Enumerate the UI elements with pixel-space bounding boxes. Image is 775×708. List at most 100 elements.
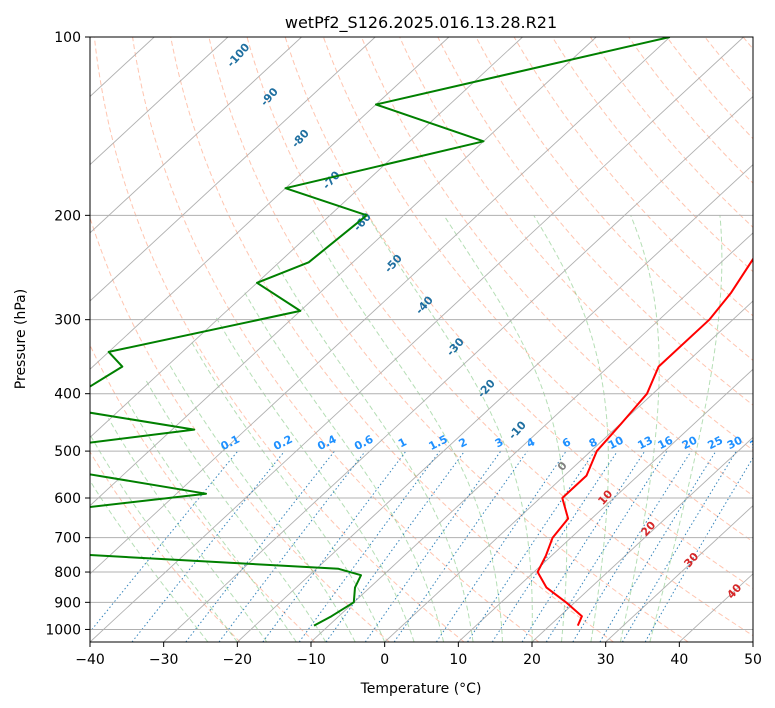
moist-adiabat-line xyxy=(214,315,415,642)
x-axis-label: Temperature (°C) xyxy=(360,681,482,697)
y-tick-label: 700 xyxy=(54,531,81,547)
dry-adiabat-line xyxy=(284,37,753,589)
mixing-ratio-label: 0.2 xyxy=(271,433,294,453)
mixing-ratio-label: 13 xyxy=(635,434,655,453)
mixing-ratio-line xyxy=(572,450,692,642)
y-axis-label: Pressure (hPa) xyxy=(13,289,29,389)
mixing-ratio-line xyxy=(644,457,753,642)
moist-adiabat-line xyxy=(168,362,356,642)
moist-adiabat-line xyxy=(619,215,660,642)
moist-adiabat-line xyxy=(90,434,238,642)
isotherm-line xyxy=(90,37,302,234)
moist-adiabat-line xyxy=(107,417,268,642)
dry-adiabat-label: 0 xyxy=(555,459,570,474)
dry-adiabat-line xyxy=(551,37,753,273)
y-tick-label: 800 xyxy=(54,565,81,581)
mixing-ratio-line xyxy=(621,450,737,642)
x-tick-label: 40 xyxy=(670,652,688,668)
reference-line-labels: 0.1 0.2 0.4 0.6 1 1.5 2 3 4 6 8 10 13 16 20 25 30 36-100-… xyxy=(219,41,768,602)
x-tick-label: 50 xyxy=(744,652,762,668)
mixing-ratio-label: 36 xyxy=(748,433,768,452)
moist-adiabat-line xyxy=(367,215,533,642)
mixing-ratio-line xyxy=(545,450,668,642)
mixing-ratio-label: 4 xyxy=(524,435,537,450)
mixing-ratio-lines xyxy=(90,450,753,642)
isotherm-line xyxy=(90,37,671,575)
mixing-ratio-label: 6 xyxy=(560,435,573,450)
chart-title: wetPf2_S126.2025.016.13.28.R21 xyxy=(285,13,557,33)
isotherm-line xyxy=(90,37,376,302)
mixing-ratio-label: 10 xyxy=(606,433,626,452)
dry-adiabat-line xyxy=(628,37,753,184)
dry-adiabat-line xyxy=(90,216,390,642)
moist-adiabat-line xyxy=(90,479,209,642)
dry-adiabat-label: -50 xyxy=(382,252,405,276)
mixing-ratio-line xyxy=(435,450,567,642)
mixing-ratio-label: 0.6 xyxy=(352,433,376,454)
pressure-gridlines xyxy=(90,37,753,630)
y-tick-label: 600 xyxy=(54,491,81,507)
isotherm-line xyxy=(531,436,753,642)
mixing-ratio-line xyxy=(364,450,502,642)
mixing-ratio-label: 2 xyxy=(457,435,470,450)
dry-adiabat-line xyxy=(742,37,753,50)
y-tick-label: 200 xyxy=(54,208,81,224)
isotherm-line xyxy=(90,37,229,166)
mixing-ratio-label: 30 xyxy=(725,433,745,452)
x-tick-label: −40 xyxy=(75,652,105,668)
mixing-ratio-line xyxy=(325,450,466,642)
moist-adiabat-line xyxy=(244,292,445,642)
moist-adiabat-line xyxy=(145,380,327,642)
dry-adiabat-label: 30 xyxy=(681,550,701,570)
y-tick-label: 100 xyxy=(54,30,81,46)
isotherm-line xyxy=(237,164,753,642)
temperature-line xyxy=(536,257,753,626)
mixing-ratio-line xyxy=(90,450,239,633)
x-tick-label: −20 xyxy=(223,652,253,668)
y-tick-label: 500 xyxy=(54,444,81,460)
isotherm-line xyxy=(310,232,753,642)
moist-adiabats xyxy=(90,215,723,642)
mixing-ratio-line xyxy=(521,450,646,642)
plot-frame xyxy=(89,36,754,643)
mixing-ratio-label: 0.4 xyxy=(315,433,339,454)
mixing-ratio-label: 0.1 xyxy=(219,433,242,453)
x-axis-ticks: −40 −30 −20 −10 0 10 20 30 40 50 xyxy=(75,642,762,668)
mixing-ratio-label: 8 xyxy=(587,435,600,450)
dry-adiabat-label: -40 xyxy=(413,293,436,317)
dry-adiabat-line xyxy=(589,37,753,229)
x-tick-label: 0 xyxy=(380,652,389,668)
isotherm-line xyxy=(90,37,744,642)
x-tick-label: −10 xyxy=(296,652,326,668)
moist-adiabat-line xyxy=(275,262,474,642)
y-tick-label: 300 xyxy=(54,313,81,329)
dry-adiabat-line xyxy=(93,37,465,642)
isotherm-line xyxy=(90,37,597,507)
y-tick-label: 400 xyxy=(54,387,81,403)
moist-adiabat-line xyxy=(126,399,297,642)
isotherm-line xyxy=(752,641,753,642)
dry-adiabat-line xyxy=(361,37,753,497)
mixing-ratio-line xyxy=(599,450,717,642)
mixing-ratio-line xyxy=(185,450,335,642)
dry-adiabat-line xyxy=(666,37,753,140)
x-tick-label: 10 xyxy=(449,652,467,668)
mixing-ratio-label: 20 xyxy=(680,433,700,452)
mixing-ratio-label: 25 xyxy=(705,434,725,453)
dry-adiabat-label: -90 xyxy=(258,85,281,109)
mixing-ratio-label: 16 xyxy=(656,433,676,452)
moist-adiabat-line xyxy=(649,215,723,642)
mixing-ratio-line xyxy=(131,450,285,642)
mixing-ratio-line xyxy=(298,450,441,642)
dry-adiabat-line xyxy=(132,37,540,642)
isotherm-line xyxy=(679,573,753,642)
dry-adiabat-line xyxy=(90,344,316,642)
dewpoint-line xyxy=(90,37,671,627)
dry-adiabat-label: -80 xyxy=(289,127,312,151)
isotherm-line xyxy=(458,368,753,642)
dry-adiabat-line xyxy=(399,37,753,451)
dry-adiabat-line xyxy=(704,37,753,95)
dry-adiabat-line xyxy=(475,37,753,361)
y-tick-label: 1000 xyxy=(45,622,81,638)
